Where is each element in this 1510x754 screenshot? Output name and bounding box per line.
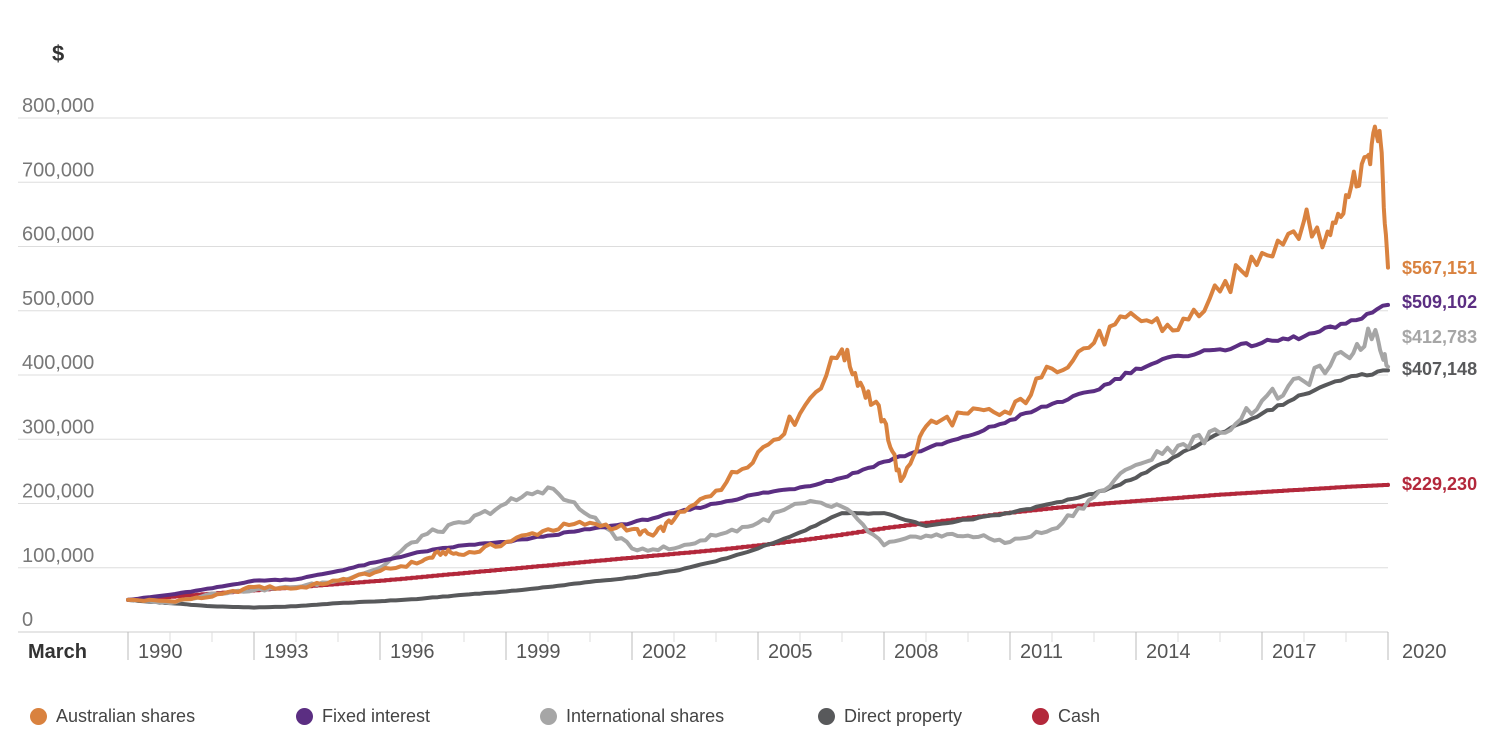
chart-legend: Australian shares Fixed interest Internati… [0, 706, 1510, 736]
end-value-label: $407,148 [1402, 359, 1477, 379]
end-value-label: $567,151 [1402, 258, 1477, 278]
y-tick-label: 200,000 [22, 481, 94, 503]
legend-item: Fixed interest [296, 706, 430, 727]
y-tick-label: 100,000 [22, 545, 94, 567]
legend-label: International shares [566, 706, 725, 726]
x-tick-label: 2011 [1020, 641, 1063, 663]
legend-item: International shares [540, 706, 724, 727]
legend-item: Australian shares [30, 706, 195, 727]
y-tick-label: 600,000 [22, 224, 94, 246]
legend-item: Direct property [818, 706, 962, 727]
x-tick-label: 1999 [516, 641, 561, 663]
x-tick-label: 2008 [894, 641, 939, 663]
legend-label: Australian shares [56, 706, 196, 726]
legend-swatch [818, 708, 835, 725]
y-tick-label: 800,000 [22, 95, 94, 117]
legend-swatch [1032, 708, 1049, 725]
legend-label: Fixed interest [322, 706, 431, 726]
chart-canvas: $ March 0 100,000 200,000 300,000 400,000 500… [18, 41, 1477, 663]
legend-label: Cash [1058, 706, 1101, 726]
legend-swatch [540, 708, 557, 725]
series-line-fixed-interest [126, 302, 1390, 602]
y-tick-label: 700,000 [22, 159, 94, 181]
legend-label: Direct property [844, 706, 963, 726]
series-line-international-shares [126, 326, 1390, 606]
y-tick-label: 0 [22, 609, 33, 631]
y-unit-label: $ [52, 41, 64, 66]
x-category-label: March [28, 641, 87, 663]
series-line-australian-shares [126, 124, 1390, 604]
x-tick-label: 1990 [138, 641, 183, 663]
legend-item: Cash [1032, 706, 1100, 727]
y-tick-label: 400,000 [22, 352, 94, 374]
y-tick-label: 500,000 [22, 288, 94, 310]
series-line-cash [126, 482, 1390, 602]
x-tick-label: 1993 [264, 641, 309, 663]
y-tick-label: 300,000 [22, 416, 94, 438]
x-tick-label: 2017 [1272, 641, 1317, 663]
series-line-direct-property [126, 368, 1390, 610]
legend-swatch [30, 708, 47, 725]
end-value-label: $509,102 [1402, 292, 1477, 312]
x-tick-label: 2002 [642, 641, 687, 663]
x-tick-label: 1996 [390, 641, 435, 663]
end-value-label: $412,783 [1402, 327, 1477, 347]
end-value-label: $229,230 [1402, 474, 1477, 494]
x-tick-label: 2014 [1146, 641, 1191, 663]
x-tick-label: 2005 [768, 641, 813, 663]
legend-swatch [296, 708, 313, 725]
x-tick-label: 2020 [1402, 641, 1447, 663]
